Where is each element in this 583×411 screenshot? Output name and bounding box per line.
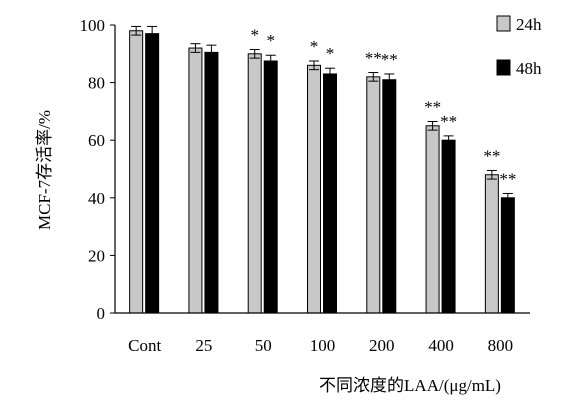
axes-layer: 0 20 40 60 80 100 Cont 25 50 100 200 400 800	[80, 16, 530, 355]
significance-marker: **	[440, 112, 457, 131]
error-bars-layer	[131, 25, 513, 203]
error-bar-48h-50	[265, 54, 276, 68]
error-bar-24h-100	[309, 60, 319, 71]
error-bar-24h-50	[249, 48, 260, 59]
y-tick-label: 80	[88, 74, 105, 93]
significance-marker: **	[499, 169, 516, 188]
significance-marker: *	[326, 44, 335, 63]
bar-24h-100	[307, 64, 321, 314]
bar-24h-800	[484, 174, 499, 314]
significance-marker: **	[381, 50, 398, 69]
bars-layer	[129, 30, 515, 314]
x-tick-label: 50	[255, 336, 272, 355]
bar-24h-400	[425, 125, 440, 314]
error-bar-48h-400	[443, 135, 454, 146]
error-bar-24h-Cont	[131, 25, 142, 36]
bar-48h-25	[204, 51, 219, 314]
significance-marker: **	[365, 49, 382, 68]
significance-marker: **	[424, 97, 441, 116]
error-bar-48h-200	[384, 73, 395, 86]
error-bar-24h-25	[190, 43, 201, 53]
bar-24h-50	[247, 53, 262, 314]
error-bar-48h-Cont	[147, 25, 158, 42]
y-tick-label: 20	[88, 246, 105, 265]
error-bar-48h-800	[502, 192, 513, 203]
x-tick-label: 800	[488, 336, 514, 355]
legend: 24h 48h	[496, 15, 542, 78]
y-tick-label: 60	[88, 131, 105, 150]
significance-marker: *	[250, 25, 259, 44]
bar-48h-400	[441, 139, 456, 314]
bar-24h-25	[188, 47, 203, 314]
y-tick-label: 0	[97, 304, 106, 323]
x-tick-label: 200	[369, 336, 395, 355]
bar-48h-50	[263, 60, 278, 314]
error-bar-24h-200	[368, 72, 379, 82]
x-axis-title: 不同浓度的LAA/(μg/mL)	[319, 376, 501, 395]
bar-48h-200	[382, 79, 397, 314]
bar-48h-800	[500, 197, 515, 314]
y-tick-label: 100	[80, 16, 106, 35]
legend-label-48h: 48h	[516, 59, 542, 78]
x-tick-label: Cont	[128, 336, 161, 355]
significance-marker: *	[310, 37, 319, 56]
error-bar-24h-400	[427, 120, 438, 131]
y-tick-label: 40	[88, 189, 105, 208]
legend-label-24h: 24h	[516, 15, 542, 34]
y-axis-title: MCF-7存活率/%	[35, 110, 54, 230]
legend-swatch-24h	[496, 15, 511, 32]
x-tick-label: 100	[310, 336, 336, 355]
error-bar-48h-100	[325, 67, 335, 81]
error-bar-48h-25	[206, 44, 217, 61]
significance-marker: **	[483, 146, 500, 165]
bar-48h-Cont	[145, 33, 160, 314]
legend-swatch-48h	[496, 59, 511, 76]
significance-layer: * * * * ** **********	[250, 25, 516, 188]
bar-48h-100	[323, 73, 337, 314]
significance-marker: *	[266, 31, 275, 50]
x-tick-label: 400	[428, 336, 454, 355]
x-tick-label: 25	[195, 336, 212, 355]
bar-24h-Cont	[129, 30, 144, 314]
error-bar-24h-800	[486, 169, 497, 180]
bar-24h-200	[366, 76, 381, 314]
